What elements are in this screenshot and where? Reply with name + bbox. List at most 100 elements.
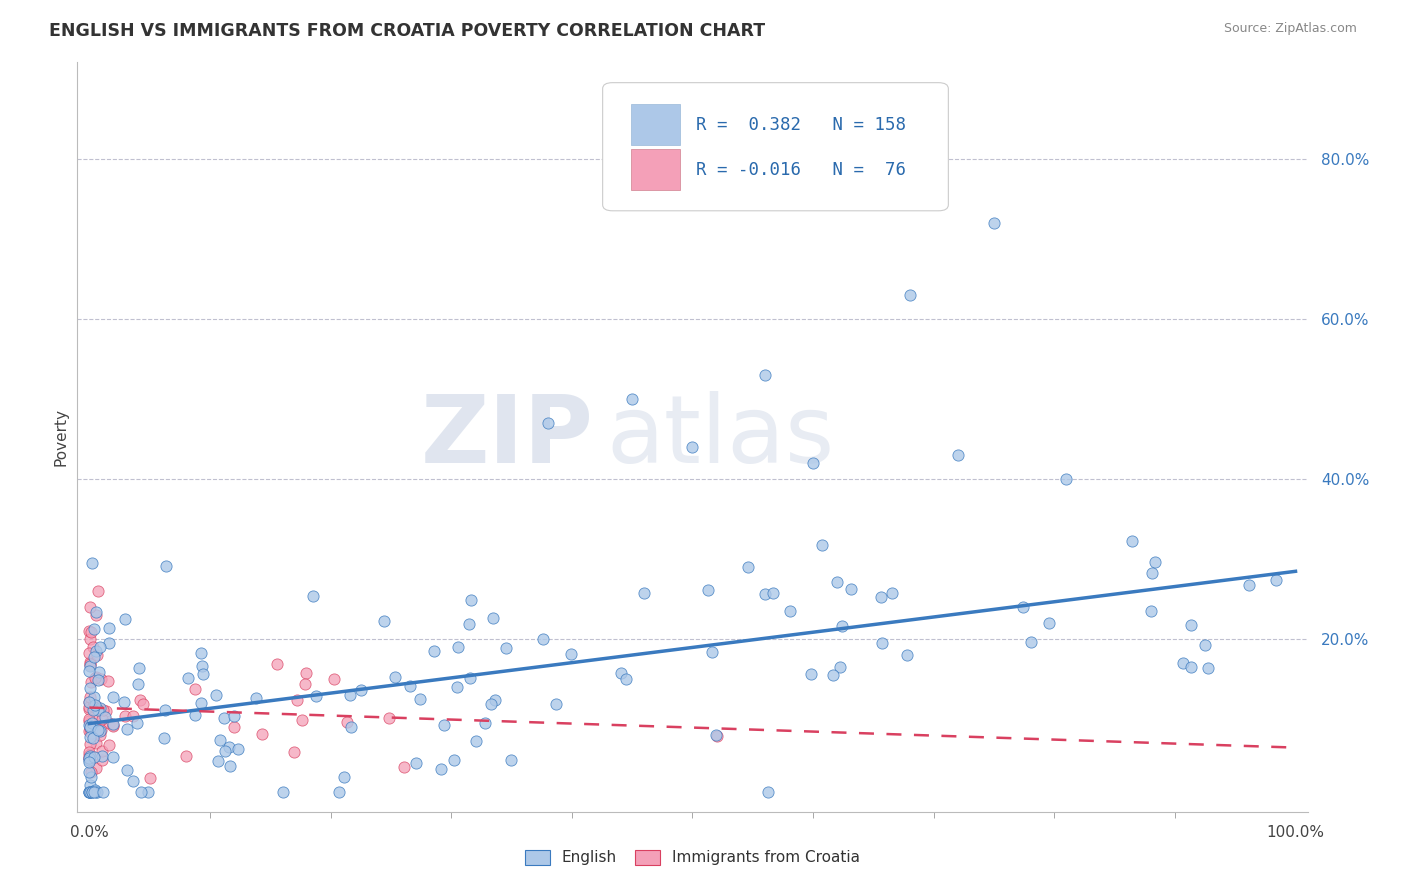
Point [191,667,214,681]
Point [190,696,212,710]
Point [828,660,851,674]
Point [128,660,150,674]
Point [79,748,101,763]
Point [83,690,105,704]
Point [821,668,844,682]
Point [84,671,107,685]
Point [537,416,560,430]
Point [333,770,356,784]
Point [271,785,294,799]
Point [84,605,107,619]
Point [91,744,114,758]
Point [101,718,124,732]
Point [323,673,346,687]
Point [114,708,136,723]
Point [132,697,155,711]
Point [79,665,101,679]
Point [207,754,229,768]
Point [82,640,104,655]
Point [1143,555,1166,569]
Point [103,716,125,731]
Point [80,696,103,710]
Text: ZIP: ZIP [422,391,595,483]
Legend: English, Immigrants from Croatia: English, Immigrants from Croatia [519,844,866,871]
Point [423,643,446,657]
Point [291,713,314,727]
Point [737,559,759,574]
Point [79,646,101,660]
Point [1194,638,1216,652]
Point [83,722,105,736]
Point [250,727,273,741]
Point [1011,599,1033,614]
Point [394,759,416,773]
Point [465,734,488,748]
Point [94,704,117,718]
Point [80,770,103,784]
Point [621,392,644,406]
Point [79,718,101,732]
Point [79,724,101,739]
Point [79,658,101,673]
Point [869,590,891,604]
Point [460,593,482,607]
Point [83,750,105,764]
Point [801,456,824,470]
Point [1140,604,1163,618]
Point [82,731,104,745]
Point [79,755,101,769]
Point [79,722,101,736]
Point [79,715,101,730]
Point [946,448,969,462]
Point [458,671,481,685]
Point [1121,533,1143,548]
Text: R =  0.382   N = 158: R = 0.382 N = 158 [696,116,905,134]
Point [79,712,101,726]
Point [501,753,523,767]
Point [682,440,704,454]
Point [86,644,108,658]
Point [294,665,316,680]
Point [93,710,115,724]
Point [84,712,107,726]
Point [115,722,138,736]
Point [446,640,468,654]
Point [1265,573,1288,587]
Point [704,728,727,742]
Point [1171,656,1194,670]
Point [79,749,101,764]
Point [87,703,110,717]
Point [79,785,101,799]
Point [91,748,114,763]
Point [79,695,101,709]
Point [153,703,176,717]
Point [245,691,267,706]
Point [79,721,101,735]
Point [79,681,101,695]
Point [79,747,101,762]
Point [614,673,637,687]
Point [880,586,903,600]
Point [79,751,101,765]
Point [1054,472,1077,486]
Point [84,761,107,775]
Point [287,693,309,707]
Point [79,785,101,799]
Point [208,733,231,747]
Point [84,785,107,799]
Point [328,785,350,799]
Point [84,698,107,713]
Point [1019,635,1042,649]
Point [79,624,101,639]
Point [79,690,101,704]
Point [79,785,101,799]
Point [214,744,236,758]
Point [82,715,104,730]
Point [84,608,107,623]
Point [79,714,101,728]
Point [825,574,848,589]
Point [79,730,101,744]
Point [610,665,633,680]
Point [1180,660,1202,674]
Text: R = -0.016   N =  76: R = -0.016 N = 76 [696,161,905,178]
